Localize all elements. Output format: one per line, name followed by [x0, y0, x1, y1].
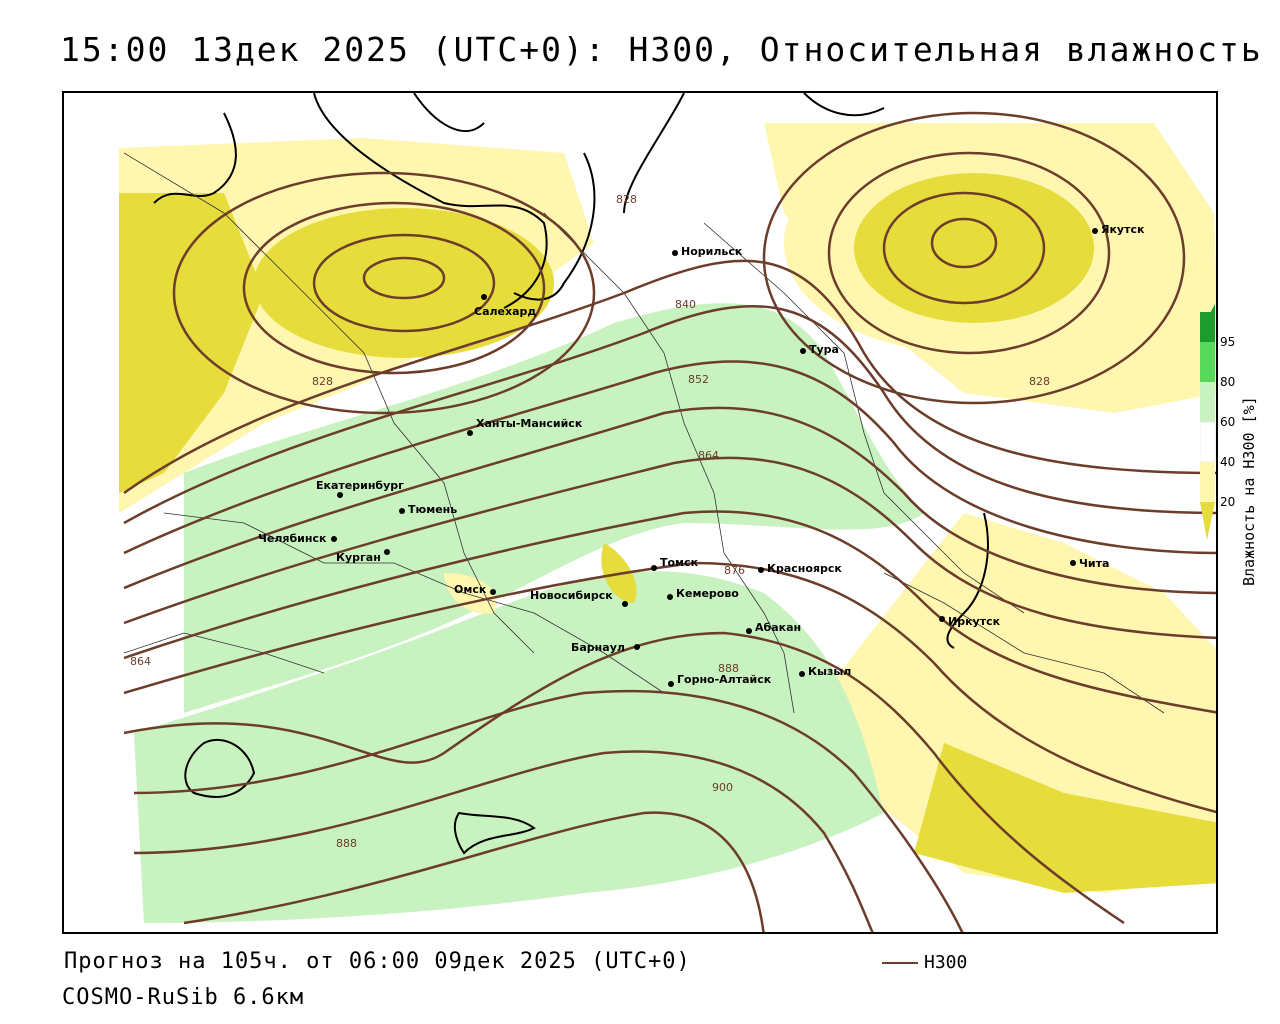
forecast-info: Прогноз на 105ч. от 06:00 09дек 2025 (UT…: [64, 949, 691, 974]
city-label: Новосибирск: [530, 589, 613, 602]
colorbar-tick: 40: [1220, 455, 1235, 469]
contour-label: 876: [724, 564, 745, 577]
colorbar-60-80: [1200, 382, 1215, 422]
city-label: Абакан: [755, 621, 801, 634]
contour-label: 828: [1029, 375, 1050, 388]
city-label: Челябинск: [258, 532, 327, 545]
city-label: Тюмень: [408, 503, 457, 516]
colorbar-80-95: [1200, 342, 1215, 382]
city-label: Курган: [336, 551, 381, 564]
map-canvas: 828 828 828 840 852 864 864 876 888 888 …: [119, 93, 1216, 932]
city-label: Якутск: [1101, 223, 1145, 236]
colorbar-tick: 20: [1220, 495, 1235, 509]
colorbar-tick: 80: [1220, 375, 1235, 389]
city-label: Горно-Алтайск: [677, 673, 772, 686]
city-label: Тура: [809, 343, 839, 356]
map-title: 15:00 13дек 2025 (UTC+0): H300, Относите…: [60, 30, 1263, 69]
city-label: Томск: [660, 556, 699, 569]
model-name: COSMO-RuSib 6.6км: [62, 985, 305, 1010]
h300-legend-label: H300: [924, 952, 968, 973]
contour-label: 852: [688, 373, 709, 386]
city-label: Омск: [454, 583, 487, 596]
contour-label: 864: [698, 449, 719, 462]
colorbar-40-60: [1200, 421, 1216, 463]
colorbar-above-95: [1200, 312, 1215, 342]
contour-label: 840: [675, 298, 696, 311]
colorbar-tick: 95: [1220, 335, 1235, 349]
city-label: Иркутск: [948, 615, 1001, 628]
region-borders: [123, 152, 1165, 714]
h300-legend-line: [882, 962, 918, 964]
city-label: Кемерово: [676, 587, 739, 600]
city-label: Салехард: [474, 305, 536, 318]
h300-legend: H300: [882, 952, 967, 973]
city-label: Кызыл: [808, 665, 851, 678]
colorbar-tick: 60: [1220, 415, 1235, 429]
city-label: Барнаул: [571, 641, 625, 654]
contour-label: 864: [130, 655, 151, 668]
colorbar-20-40: [1200, 462, 1215, 502]
contour-label: 888: [336, 837, 357, 850]
city-label: Чита: [1079, 557, 1109, 570]
city-label: Красноярск: [767, 562, 842, 575]
humidity-colorbar: 95 80 60 40 20: [1200, 304, 1235, 540]
humidity-shading: [119, 118, 1216, 932]
city-label: Ханты-Мансийск: [476, 417, 583, 430]
colorbar-below-20: [1200, 502, 1215, 540]
contour-label: 828: [312, 375, 333, 388]
coastlines: [153, 93, 989, 855]
city-label: Норильск: [681, 245, 743, 258]
city-markers: Якутск Норильск Салехард Тура Ханты-Манс…: [258, 223, 1145, 687]
colorbar-label: Влажность на H300 [%]: [1240, 396, 1258, 586]
contour-label: 828: [616, 193, 637, 206]
contour-label: 888: [718, 662, 739, 675]
contour-label: 900: [712, 781, 733, 794]
h300-contours: [123, 111, 1216, 932]
city-label: Екатеринбург: [316, 479, 404, 492]
weather-map: 828 828 828 840 852 864 864 876 888 888 …: [62, 91, 1218, 934]
contour-labels: 828 828 828 840 852 864 864 876 888 888 …: [130, 193, 1050, 850]
